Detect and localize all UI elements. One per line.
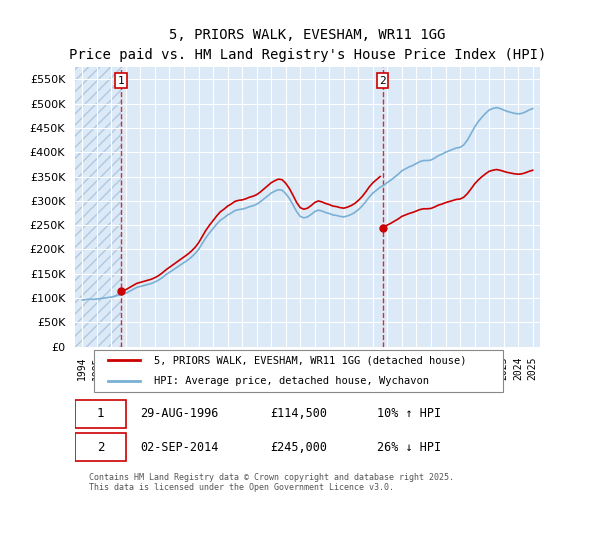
Text: 02-SEP-2014: 02-SEP-2014 (140, 441, 218, 454)
Text: £245,000: £245,000 (270, 441, 328, 454)
Text: HPI: Average price, detached house, Wychavon: HPI: Average price, detached house, Wych… (154, 376, 429, 386)
Title: 5, PRIORS WALK, EVESHAM, WR11 1GG
Price paid vs. HM Land Registry's House Price : 5, PRIORS WALK, EVESHAM, WR11 1GG Price … (69, 29, 546, 62)
Text: 5, PRIORS WALK, EVESHAM, WR11 1GG (detached house): 5, PRIORS WALK, EVESHAM, WR11 1GG (detac… (154, 355, 467, 365)
FancyBboxPatch shape (75, 433, 126, 461)
FancyBboxPatch shape (94, 350, 503, 392)
Bar (75, 67, 121, 347)
Text: 2: 2 (379, 76, 386, 86)
Text: 2: 2 (97, 441, 104, 454)
Text: 10% ↑ HPI: 10% ↑ HPI (377, 408, 442, 421)
Text: 29-AUG-1996: 29-AUG-1996 (140, 408, 218, 421)
Text: 26% ↓ HPI: 26% ↓ HPI (377, 441, 442, 454)
FancyBboxPatch shape (75, 400, 126, 428)
Text: 1: 1 (97, 408, 104, 421)
Text: 1: 1 (118, 76, 124, 86)
Text: £114,500: £114,500 (270, 408, 328, 421)
Text: Contains HM Land Registry data © Crown copyright and database right 2025.
This d: Contains HM Land Registry data © Crown c… (89, 473, 454, 492)
